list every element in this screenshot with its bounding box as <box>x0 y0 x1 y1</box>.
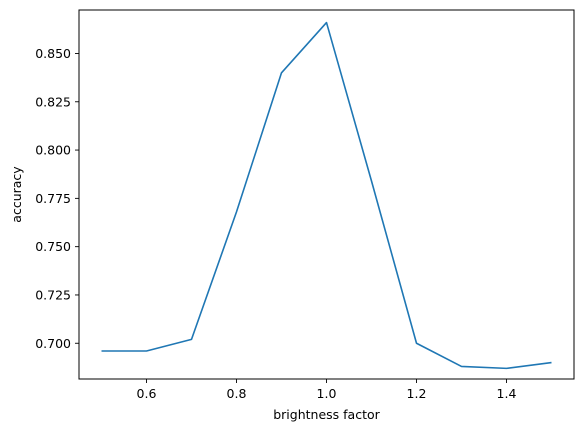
y-tick-label: 0.725 <box>35 287 71 302</box>
x-tick-label: 1.4 <box>497 386 517 401</box>
x-tick-label: 1.2 <box>407 386 427 401</box>
y-axis-ticks: 0.700 0.725 0.750 0.775 0.800 0.825 0.850 <box>35 46 79 351</box>
x-tick-label: 1.0 <box>317 386 337 401</box>
x-tick-label: 0.8 <box>227 386 247 401</box>
y-tick-label: 0.700 <box>35 336 71 351</box>
y-tick-label: 0.850 <box>35 46 71 61</box>
y-tick-label: 0.825 <box>35 94 71 109</box>
x-axis-label: brightness factor <box>273 407 380 422</box>
plot-area <box>101 21 552 370</box>
y-tick-label: 0.800 <box>35 143 71 158</box>
y-tick-label: 0.775 <box>35 191 71 206</box>
x-axis-ticks: 0.6 0.8 1.0 1.2 1.4 <box>137 379 517 401</box>
y-axis-label: accuracy <box>9 166 24 223</box>
plot-frame <box>78 9 575 380</box>
series-line-0 <box>101 21 552 370</box>
x-tick-label: 0.6 <box>137 386 157 401</box>
y-tick-label: 0.750 <box>35 239 71 254</box>
